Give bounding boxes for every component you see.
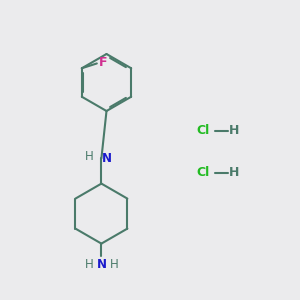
- Text: H: H: [110, 258, 118, 271]
- Text: H: H: [84, 149, 93, 163]
- Text: H: H: [84, 258, 93, 271]
- Text: H: H: [229, 166, 239, 179]
- Text: Cl: Cl: [196, 124, 210, 137]
- Text: H: H: [229, 124, 239, 137]
- Text: N: N: [102, 152, 112, 165]
- Text: F: F: [99, 56, 108, 69]
- Text: N: N: [96, 258, 106, 271]
- Text: Cl: Cl: [196, 166, 210, 179]
